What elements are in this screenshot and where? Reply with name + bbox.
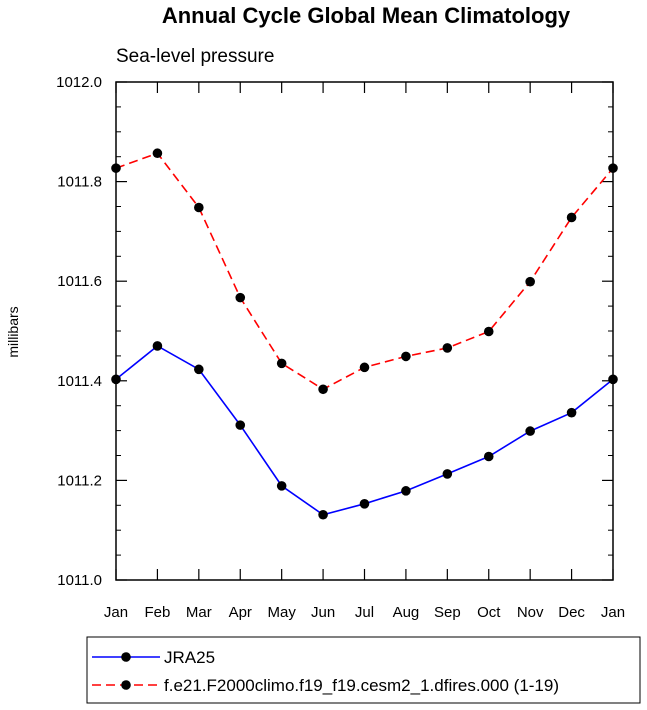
x-tick-label: Mar — [186, 604, 212, 621]
series-2-point — [318, 384, 328, 395]
y-tick-label-group: 1011.0 1011.2 1011.4 1011.6 1011.8 1012.0 — [56, 74, 102, 589]
x-tick-label: Jan — [104, 604, 128, 621]
x-tick-label: Sep — [434, 604, 461, 621]
series-2-point — [111, 163, 121, 173]
y-tick-label: 1011.8 — [57, 174, 102, 191]
series-2-point — [152, 148, 163, 159]
legend-label-1: JRA25 — [164, 648, 215, 667]
x-tick-label: May — [267, 604, 296, 621]
series-2-point — [608, 163, 618, 173]
series-2-point — [442, 343, 453, 353]
series-2-point — [566, 212, 577, 223]
series-2-point — [235, 292, 246, 303]
x-tick-label: Aug — [393, 604, 420, 621]
series-2-point — [483, 326, 494, 337]
series-1-point — [608, 374, 618, 385]
y-tick-label: 1011.0 — [57, 572, 102, 589]
legend-label-2: f.e21.F2000climo.f19_f19.cesm2_1.dfires.… — [164, 676, 559, 695]
series-1-point — [318, 509, 328, 520]
series-1-point — [194, 364, 204, 375]
chart-title: Annual Cycle Global Mean Climatology — [162, 3, 571, 28]
y-axis-label: millibars — [5, 306, 21, 357]
x-tick-label: Feb — [144, 604, 170, 621]
y-tick-label: 1011.2 — [57, 472, 102, 489]
x-tick-label: Apr — [229, 604, 252, 621]
plot-frame-group — [115, 81, 614, 581]
series-line-2 — [115, 152, 614, 391]
series-1-point — [111, 374, 121, 385]
y-tick-label: 1012.0 — [56, 74, 102, 91]
series-1-point — [566, 407, 577, 418]
x-tick-label: Nov — [517, 604, 544, 621]
series-1-point — [483, 451, 494, 462]
chart-subtitle: Sea-level pressure — [116, 46, 274, 67]
series-2-point — [359, 362, 370, 373]
x-tick-label: Dec — [558, 604, 585, 621]
series-2-point — [525, 276, 535, 287]
legend-box — [86, 636, 641, 704]
y-tick-label: 1011.4 — [57, 373, 102, 390]
series-2-point — [194, 202, 204, 213]
legend-marker-1 — [121, 652, 131, 662]
x-tick-label-group: Jan Feb Mar Apr May Jun Jul Aug Sep Oct Nov Dec Jan — [104, 604, 625, 621]
series-1-point — [442, 469, 453, 479]
series-1-point — [152, 341, 163, 351]
legend-marker-2 — [121, 680, 131, 690]
series-1-point — [235, 420, 246, 430]
x-tick-label: Jun — [311, 604, 335, 621]
series-2-point — [276, 358, 287, 369]
series-2-point — [401, 351, 411, 362]
x-tick-label: Oct — [477, 604, 501, 621]
y-tick-label: 1011.6 — [57, 273, 102, 290]
series-1-point — [359, 499, 370, 509]
series-group — [111, 148, 618, 520]
x-tick-label: Jul — [355, 604, 374, 621]
series-1-point — [525, 426, 535, 436]
series-1-point — [401, 486, 411, 496]
legend: JRA25 f.e21.F2000climo.f19_f19.cesm2_1.df… — [86, 636, 641, 704]
series-1-point — [276, 481, 287, 491]
x-tick-label: Jan — [601, 604, 625, 621]
